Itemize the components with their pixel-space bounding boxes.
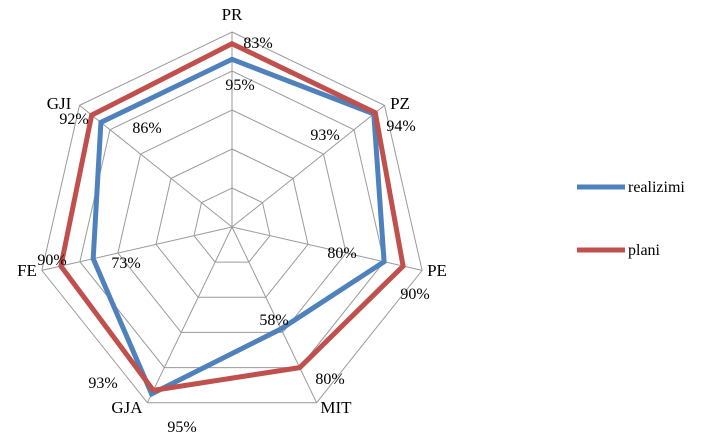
data-label-fe-inner: 73%: [111, 255, 140, 272]
data-label-fe-outer: 90%: [37, 252, 66, 269]
category-label-fe: FE: [17, 261, 37, 280]
series-line-plani: [58, 40, 406, 394]
spoke-fe: [41, 226, 233, 271]
data-label-pr-inner: 95%: [225, 77, 254, 94]
data-label-gji-outer: 92%: [59, 111, 88, 128]
category-label-pe: PE: [427, 261, 447, 280]
grid-ring-3: [117, 109, 347, 333]
radar-series: [58, 40, 406, 398]
data-label-mit-outer: 80%: [315, 371, 344, 388]
data-label-gji-inner: 86%: [132, 120, 161, 137]
chart-legend: realizimi plani: [577, 179, 685, 259]
data-label-pr-outer: 83%: [243, 35, 272, 52]
category-label-gji: GJI: [47, 94, 72, 113]
category-label-gja: GJA: [111, 398, 143, 417]
category-label-pr: PR: [222, 5, 243, 24]
spoke-mit: [231, 226, 318, 403]
series-line-realizimi: [90, 56, 387, 398]
data-label-pe-inner: 80%: [327, 245, 356, 262]
legend-label-plani: plani: [628, 242, 661, 259]
data-label-pz-outer: 94%: [386, 118, 415, 135]
spoke-gja: [146, 226, 233, 403]
category-label-pz: PZ: [390, 94, 410, 113]
data-label-pe-outer: 90%: [400, 286, 429, 303]
grid-ring-1: [193, 187, 271, 263]
radar-grid: [41, 31, 423, 404]
grid-ring-5: [41, 31, 423, 404]
spoke-gji: [79, 105, 233, 228]
legend-item-realizimi: realizimi: [577, 179, 685, 196]
spoke-pe: [231, 226, 423, 271]
data-label-mit-inner: 58%: [259, 312, 288, 329]
grid-ring-2: [155, 148, 309, 298]
data-label-gja-outer: 95%: [167, 419, 196, 435]
legend-label-realizimi: realizimi: [628, 179, 685, 196]
data-label-gja-inner: 93%: [88, 375, 117, 392]
grid-ring-4: [79, 70, 385, 369]
data-label-pz-inner: 93%: [310, 127, 339, 144]
legend-item-plani: plani: [577, 242, 661, 259]
category-label-mit: MIT: [320, 398, 352, 417]
spoke-pz: [231, 105, 385, 228]
radar-labels: PR PZ PE MIT GJA FE GJI 83% 95% 94% 93% 90% 80% 80% 58…: [17, 5, 447, 435]
